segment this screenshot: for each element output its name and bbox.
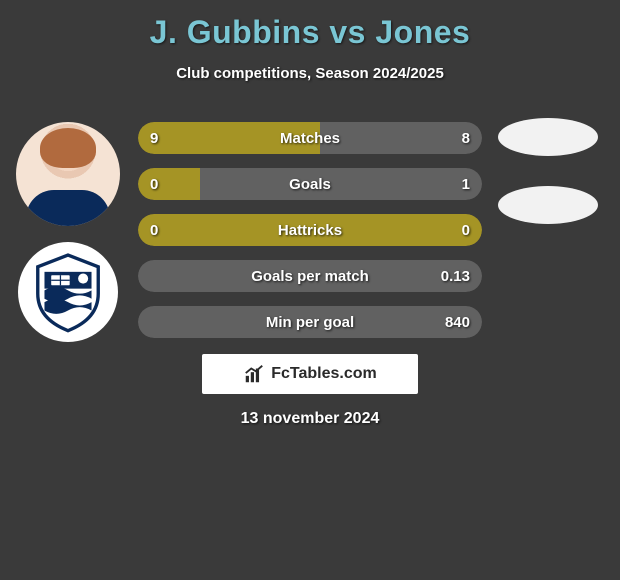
- bar-segment-right: [200, 168, 482, 200]
- bar-segment-right: [320, 122, 482, 154]
- bar-segment-full: [138, 260, 482, 292]
- bar-row: Matches98: [138, 122, 482, 154]
- player2-avatar-placeholder: [498, 118, 598, 156]
- bar-segment-full: [138, 214, 482, 246]
- player1-crest: [18, 242, 118, 342]
- bar-row: Goals01: [138, 168, 482, 200]
- bar-row: Hattricks00: [138, 214, 482, 246]
- player1-column: [8, 122, 128, 342]
- bar-track: [138, 306, 482, 338]
- comparison-bars: Matches98 Goals01 Hattricks00 Goals per mat…: [138, 122, 482, 338]
- brand-badge: FcTables.com: [202, 354, 418, 394]
- crest-icon: [26, 250, 110, 334]
- bar-row: Goals per match0.13: [138, 260, 482, 292]
- bar-track: [138, 214, 482, 246]
- player2-column: [494, 118, 602, 224]
- subtitle: Club competitions, Season 2024/2025: [0, 65, 620, 82]
- player1-avatar: [16, 122, 120, 226]
- brand-text: FcTables.com: [271, 365, 377, 383]
- bar-track: [138, 260, 482, 292]
- bar-segment-left: [138, 168, 200, 200]
- bar-segment-full: [138, 306, 482, 338]
- page-title: J. Gubbins vs Jones: [0, 0, 620, 51]
- date-label: 13 november 2024: [0, 410, 620, 428]
- bar-segment-left: [138, 122, 320, 154]
- player2-crest-placeholder: [498, 186, 598, 224]
- chart-icon: [243, 363, 265, 385]
- bar-track: [138, 168, 482, 200]
- bar-track: [138, 122, 482, 154]
- bar-row: Min per goal840: [138, 306, 482, 338]
